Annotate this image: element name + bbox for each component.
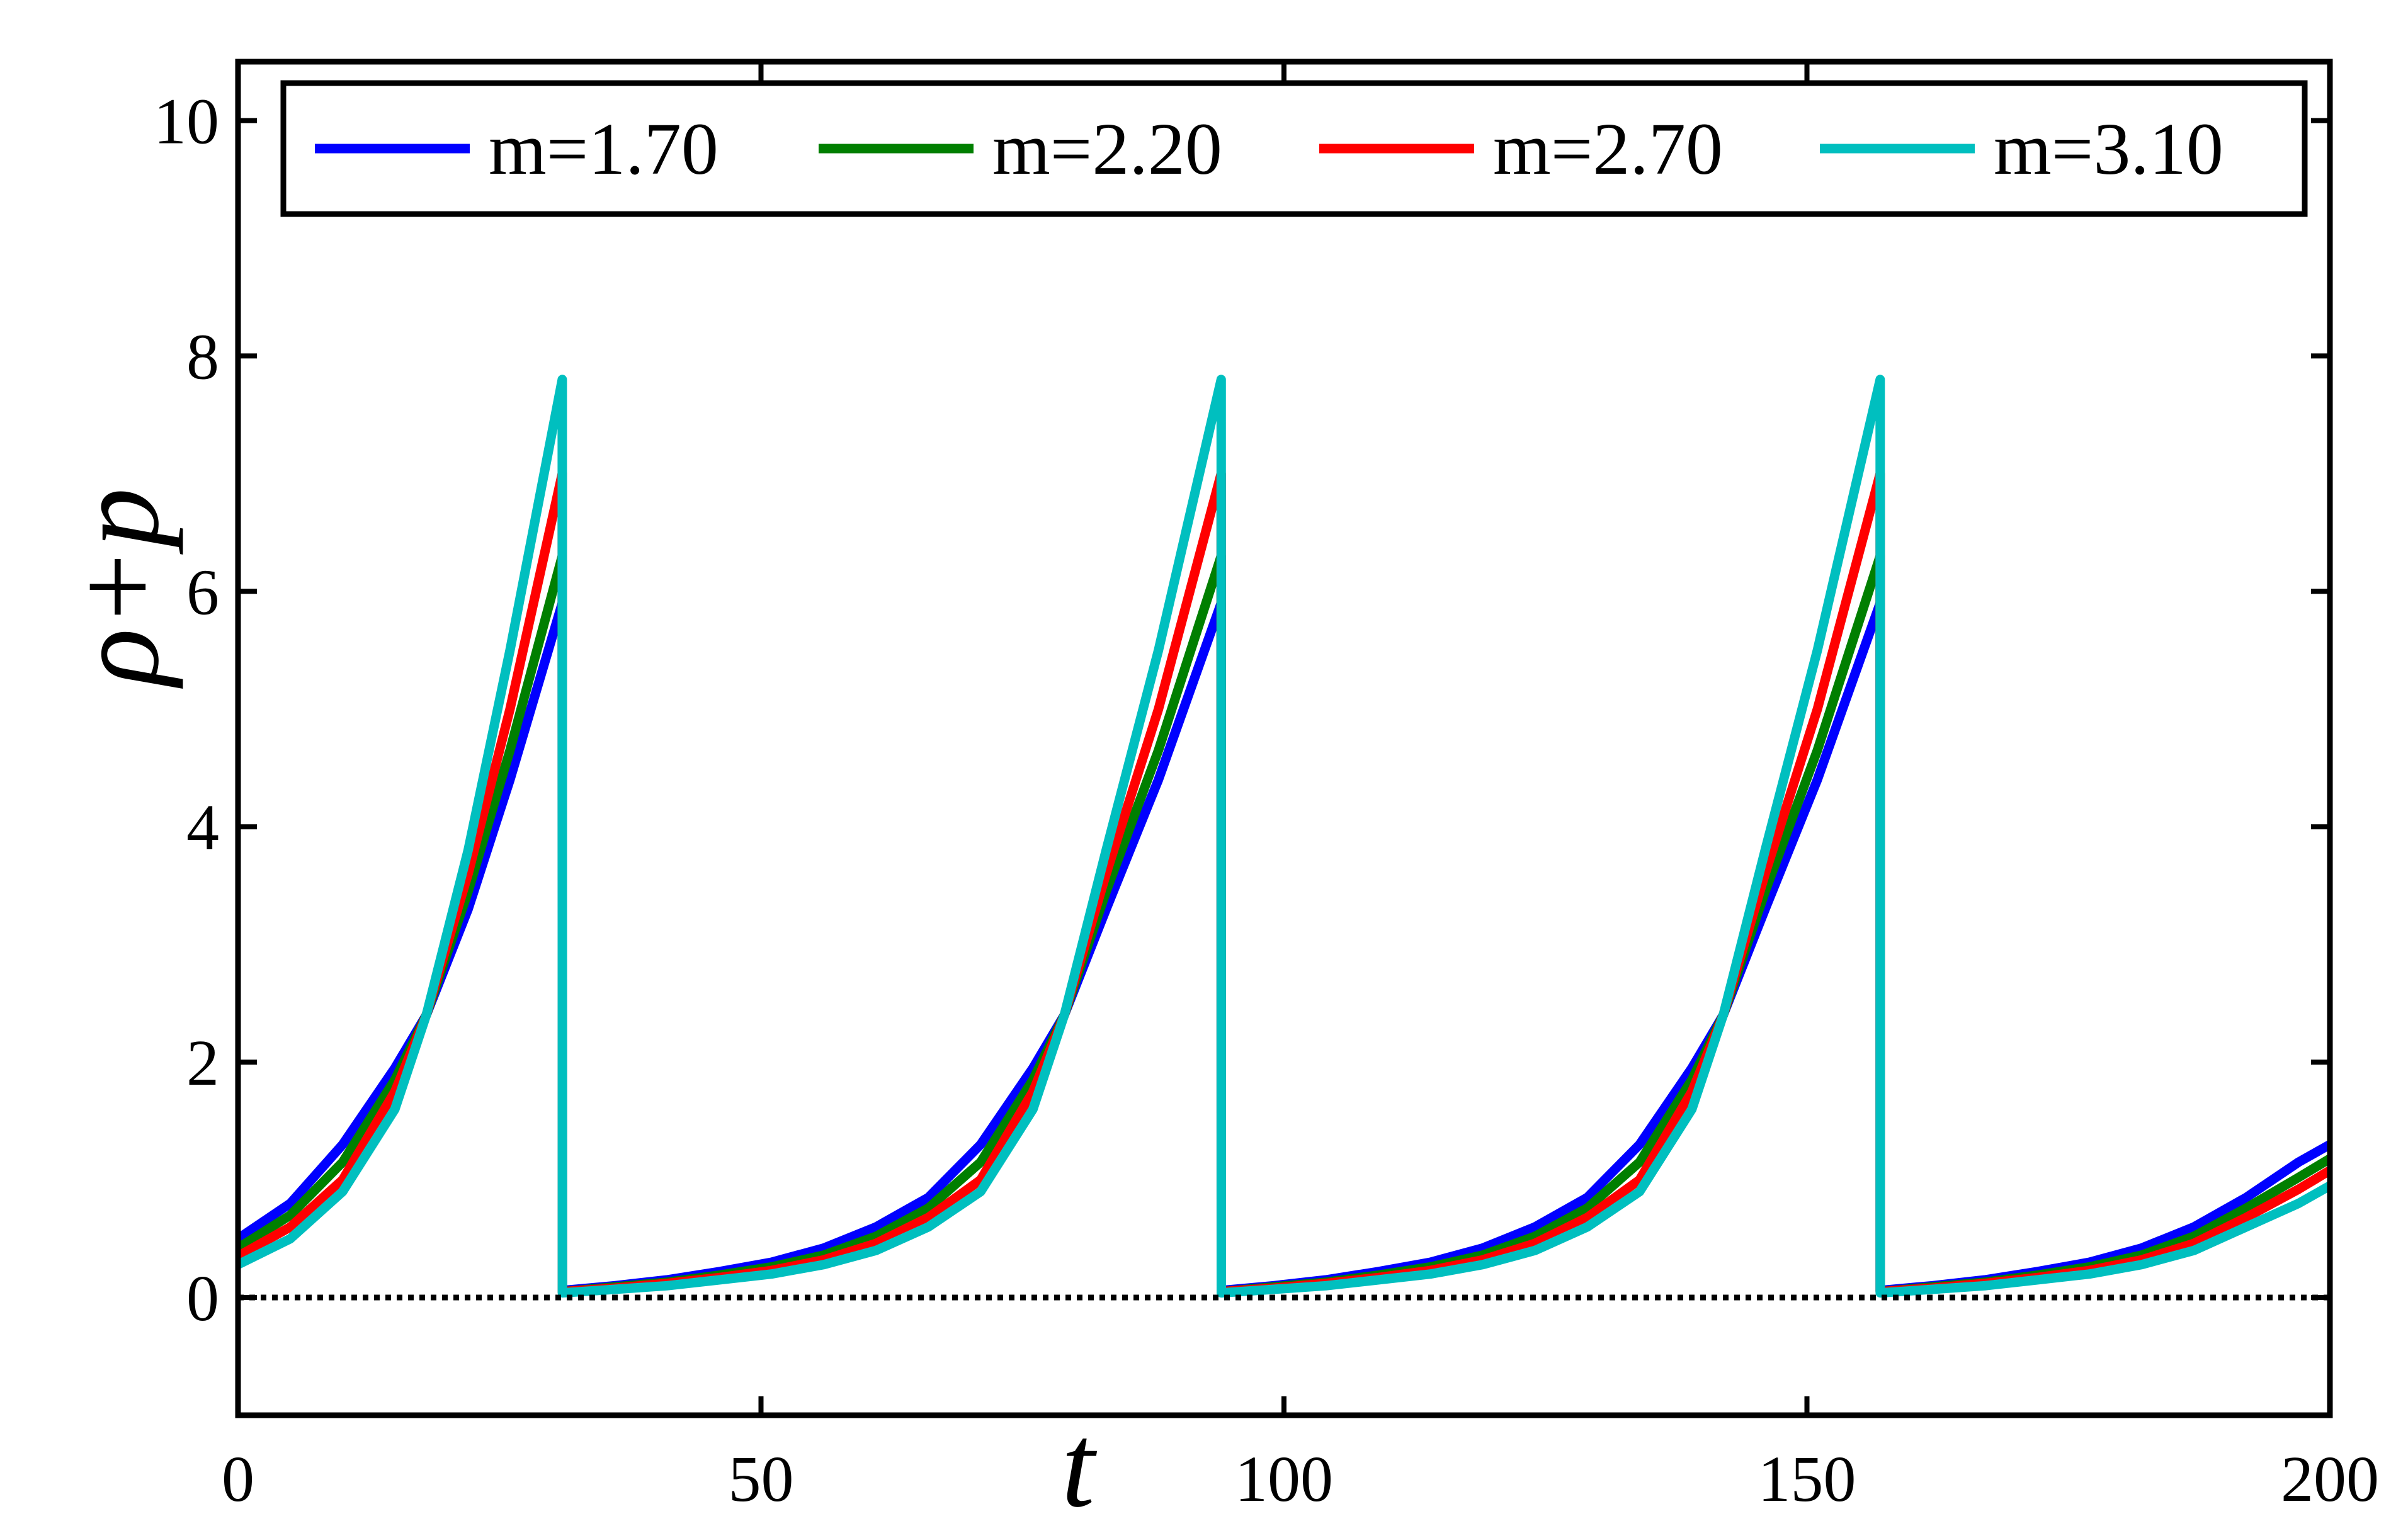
- series-line-4: [236, 375, 2332, 1298]
- series-layer: [235, 375, 2332, 1298]
- x-tick-label: 100: [1235, 1443, 1333, 1515]
- legend: m=1.70 m=2.20 m=2.70 m=3.10: [280, 80, 2308, 217]
- y-tick-label: 8: [186, 320, 219, 393]
- ticks-layer: 0 50 100 150 200 0 2 4 6 8 10: [154, 62, 2379, 1515]
- y-axis-label: ρ+p: [52, 488, 184, 689]
- x-tick-label: 50: [729, 1443, 794, 1515]
- y-tick-label: 4: [186, 791, 219, 864]
- y-tick-label: 10: [154, 85, 219, 157]
- legend-label-2: m=2.20: [992, 108, 1222, 190]
- plot-frame: [235, 59, 2333, 1418]
- y-tick-label: 0: [186, 1262, 219, 1335]
- legend-label-4: m=3.10: [1994, 108, 2223, 190]
- legend-label-3: m=2.70: [1493, 108, 1723, 190]
- x-axis-label: t: [1062, 1400, 1098, 1521]
- x-tick-label: 0: [222, 1443, 254, 1515]
- y-tick-label: 2: [186, 1027, 219, 1099]
- x-tick-label: 150: [1758, 1443, 1856, 1515]
- x-tick-label: 200: [2281, 1443, 2379, 1515]
- y-tick-label: 6: [186, 556, 219, 628]
- legend-label-1: m=1.70: [489, 108, 718, 190]
